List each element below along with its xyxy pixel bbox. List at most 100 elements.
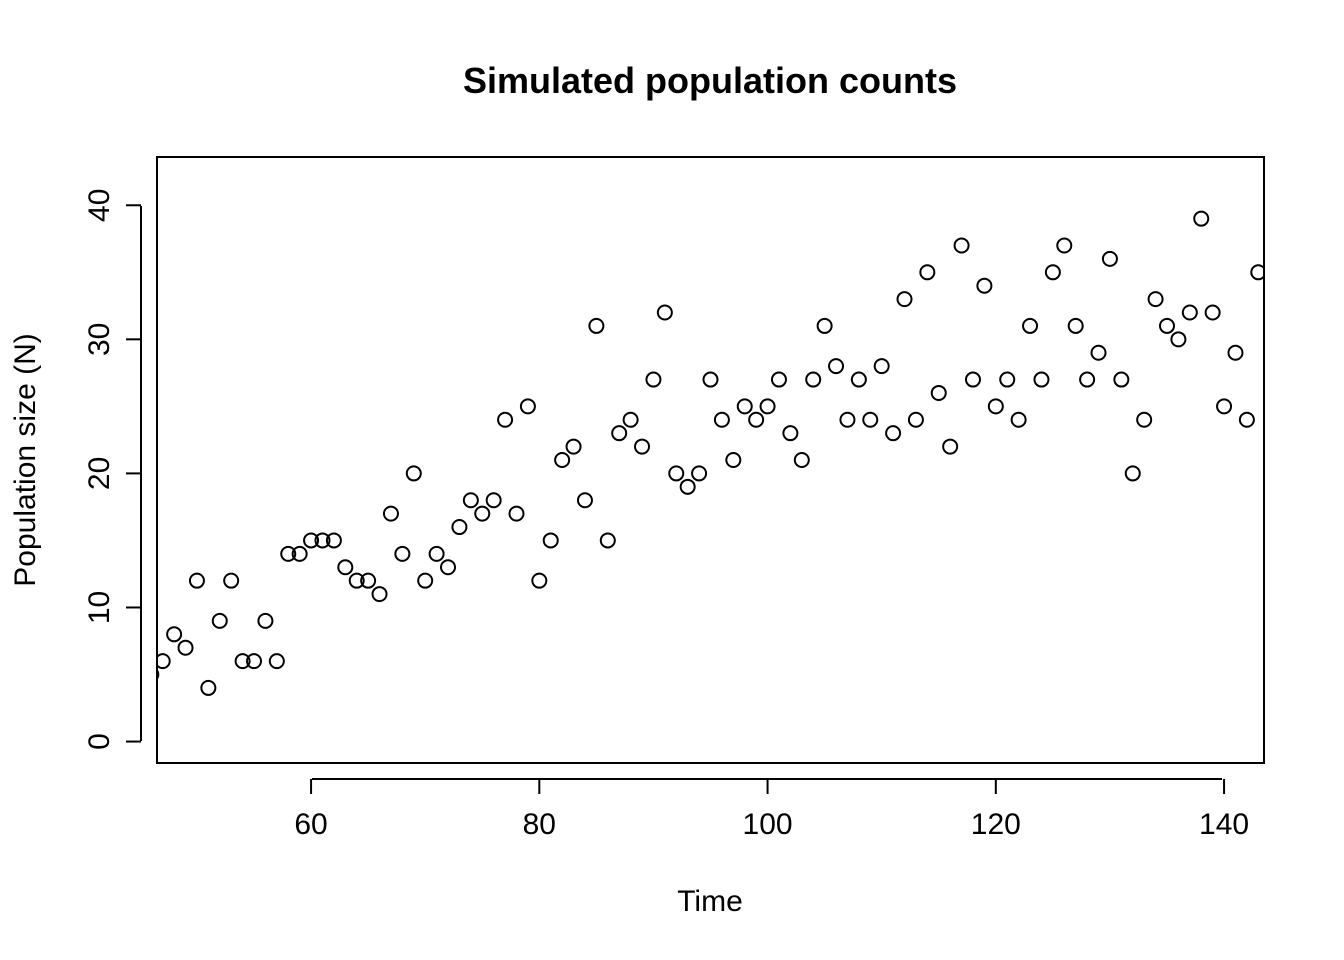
data-point [770, 371, 787, 388]
data-point [805, 371, 822, 388]
x-tick-label: 140 [1199, 808, 1249, 841]
y-axis-ticks: 0 10 20 30 40 [83, 189, 141, 750]
data-point [462, 492, 479, 509]
data-point [919, 264, 936, 281]
data-point [440, 559, 457, 576]
data-point [1238, 411, 1255, 428]
data-point [713, 411, 730, 428]
data-point [1010, 411, 1027, 428]
y-axis-label: Population size (N) [9, 333, 42, 586]
x-tick-label: 80 [523, 808, 556, 841]
data-point [725, 452, 742, 468]
data-point [177, 639, 194, 656]
data-point [839, 411, 856, 428]
data-point [451, 519, 468, 536]
data-point [474, 505, 491, 522]
data-point [246, 653, 263, 670]
data-point [1033, 371, 1050, 388]
data-point [1227, 344, 1244, 361]
data-point [1181, 304, 1198, 321]
x-axis-label: Time [677, 885, 743, 918]
data-point [280, 545, 297, 562]
data-point [508, 505, 525, 522]
data-point [1124, 465, 1141, 482]
data-point [371, 586, 388, 603]
y-tick-label: 30 [83, 323, 116, 356]
x-tick-label: 100 [743, 808, 793, 841]
data-point [542, 532, 559, 549]
data-point [576, 492, 593, 509]
data-point [599, 532, 616, 549]
data-point [1079, 371, 1096, 388]
data-point [793, 452, 810, 468]
data-point [828, 358, 845, 375]
data-point [679, 478, 696, 495]
data-point [1044, 264, 1061, 281]
data-point [907, 411, 924, 428]
data-point [485, 492, 502, 509]
data-point [816, 317, 833, 334]
data-point [1170, 331, 1187, 348]
data-point [702, 371, 719, 388]
data-point [166, 626, 183, 643]
data-point [736, 398, 753, 415]
data-point [348, 572, 365, 589]
data-point [394, 545, 411, 562]
data-point [1090, 344, 1107, 361]
data-point [873, 358, 890, 375]
data-point [1022, 317, 1039, 334]
data-point [337, 559, 354, 576]
data-point [645, 371, 662, 388]
data-point [428, 545, 445, 562]
y-tick-label: 10 [83, 591, 116, 624]
data-point [964, 371, 981, 388]
data-point [554, 452, 571, 468]
data-point [303, 532, 320, 549]
data-point [1101, 250, 1118, 267]
data-point [885, 425, 902, 442]
data-point [157, 668, 160, 681]
x-tick-label: 120 [971, 808, 1021, 841]
data-point [1147, 291, 1164, 308]
data-point [565, 438, 582, 455]
data-point [1067, 317, 1084, 334]
data-point [782, 425, 799, 442]
data-point [257, 612, 274, 629]
data-point [291, 545, 308, 562]
data-point [896, 291, 913, 308]
data-point [691, 465, 708, 482]
data-point [942, 438, 959, 455]
data-point [1250, 264, 1264, 281]
data-point [1204, 304, 1221, 321]
data-point [759, 398, 776, 415]
data-point [382, 505, 399, 522]
data-point [622, 411, 639, 428]
data-point [1193, 210, 1210, 227]
data-point [668, 465, 685, 482]
data-point [417, 572, 434, 589]
data-point [234, 653, 251, 670]
data-point [1216, 398, 1233, 415]
data-point [188, 572, 205, 589]
data-point [1056, 237, 1073, 254]
data-point [611, 425, 628, 442]
data-point [976, 277, 993, 294]
plot-frame [156, 156, 1265, 764]
y-tick-label: 0 [83, 733, 116, 750]
data-point [268, 653, 285, 670]
x-tick-label: 60 [294, 808, 327, 841]
data-point [157, 653, 171, 670]
data-point [1113, 371, 1130, 388]
data-point [999, 371, 1016, 388]
y-tick-label: 40 [83, 189, 116, 222]
data-point [987, 398, 1004, 415]
data-point [930, 384, 947, 401]
data-point [360, 572, 377, 589]
data-point [588, 317, 605, 334]
data-point [634, 438, 651, 455]
data-point [531, 572, 548, 589]
data-point [748, 411, 765, 428]
data-point [211, 612, 228, 629]
data-point [405, 465, 422, 482]
